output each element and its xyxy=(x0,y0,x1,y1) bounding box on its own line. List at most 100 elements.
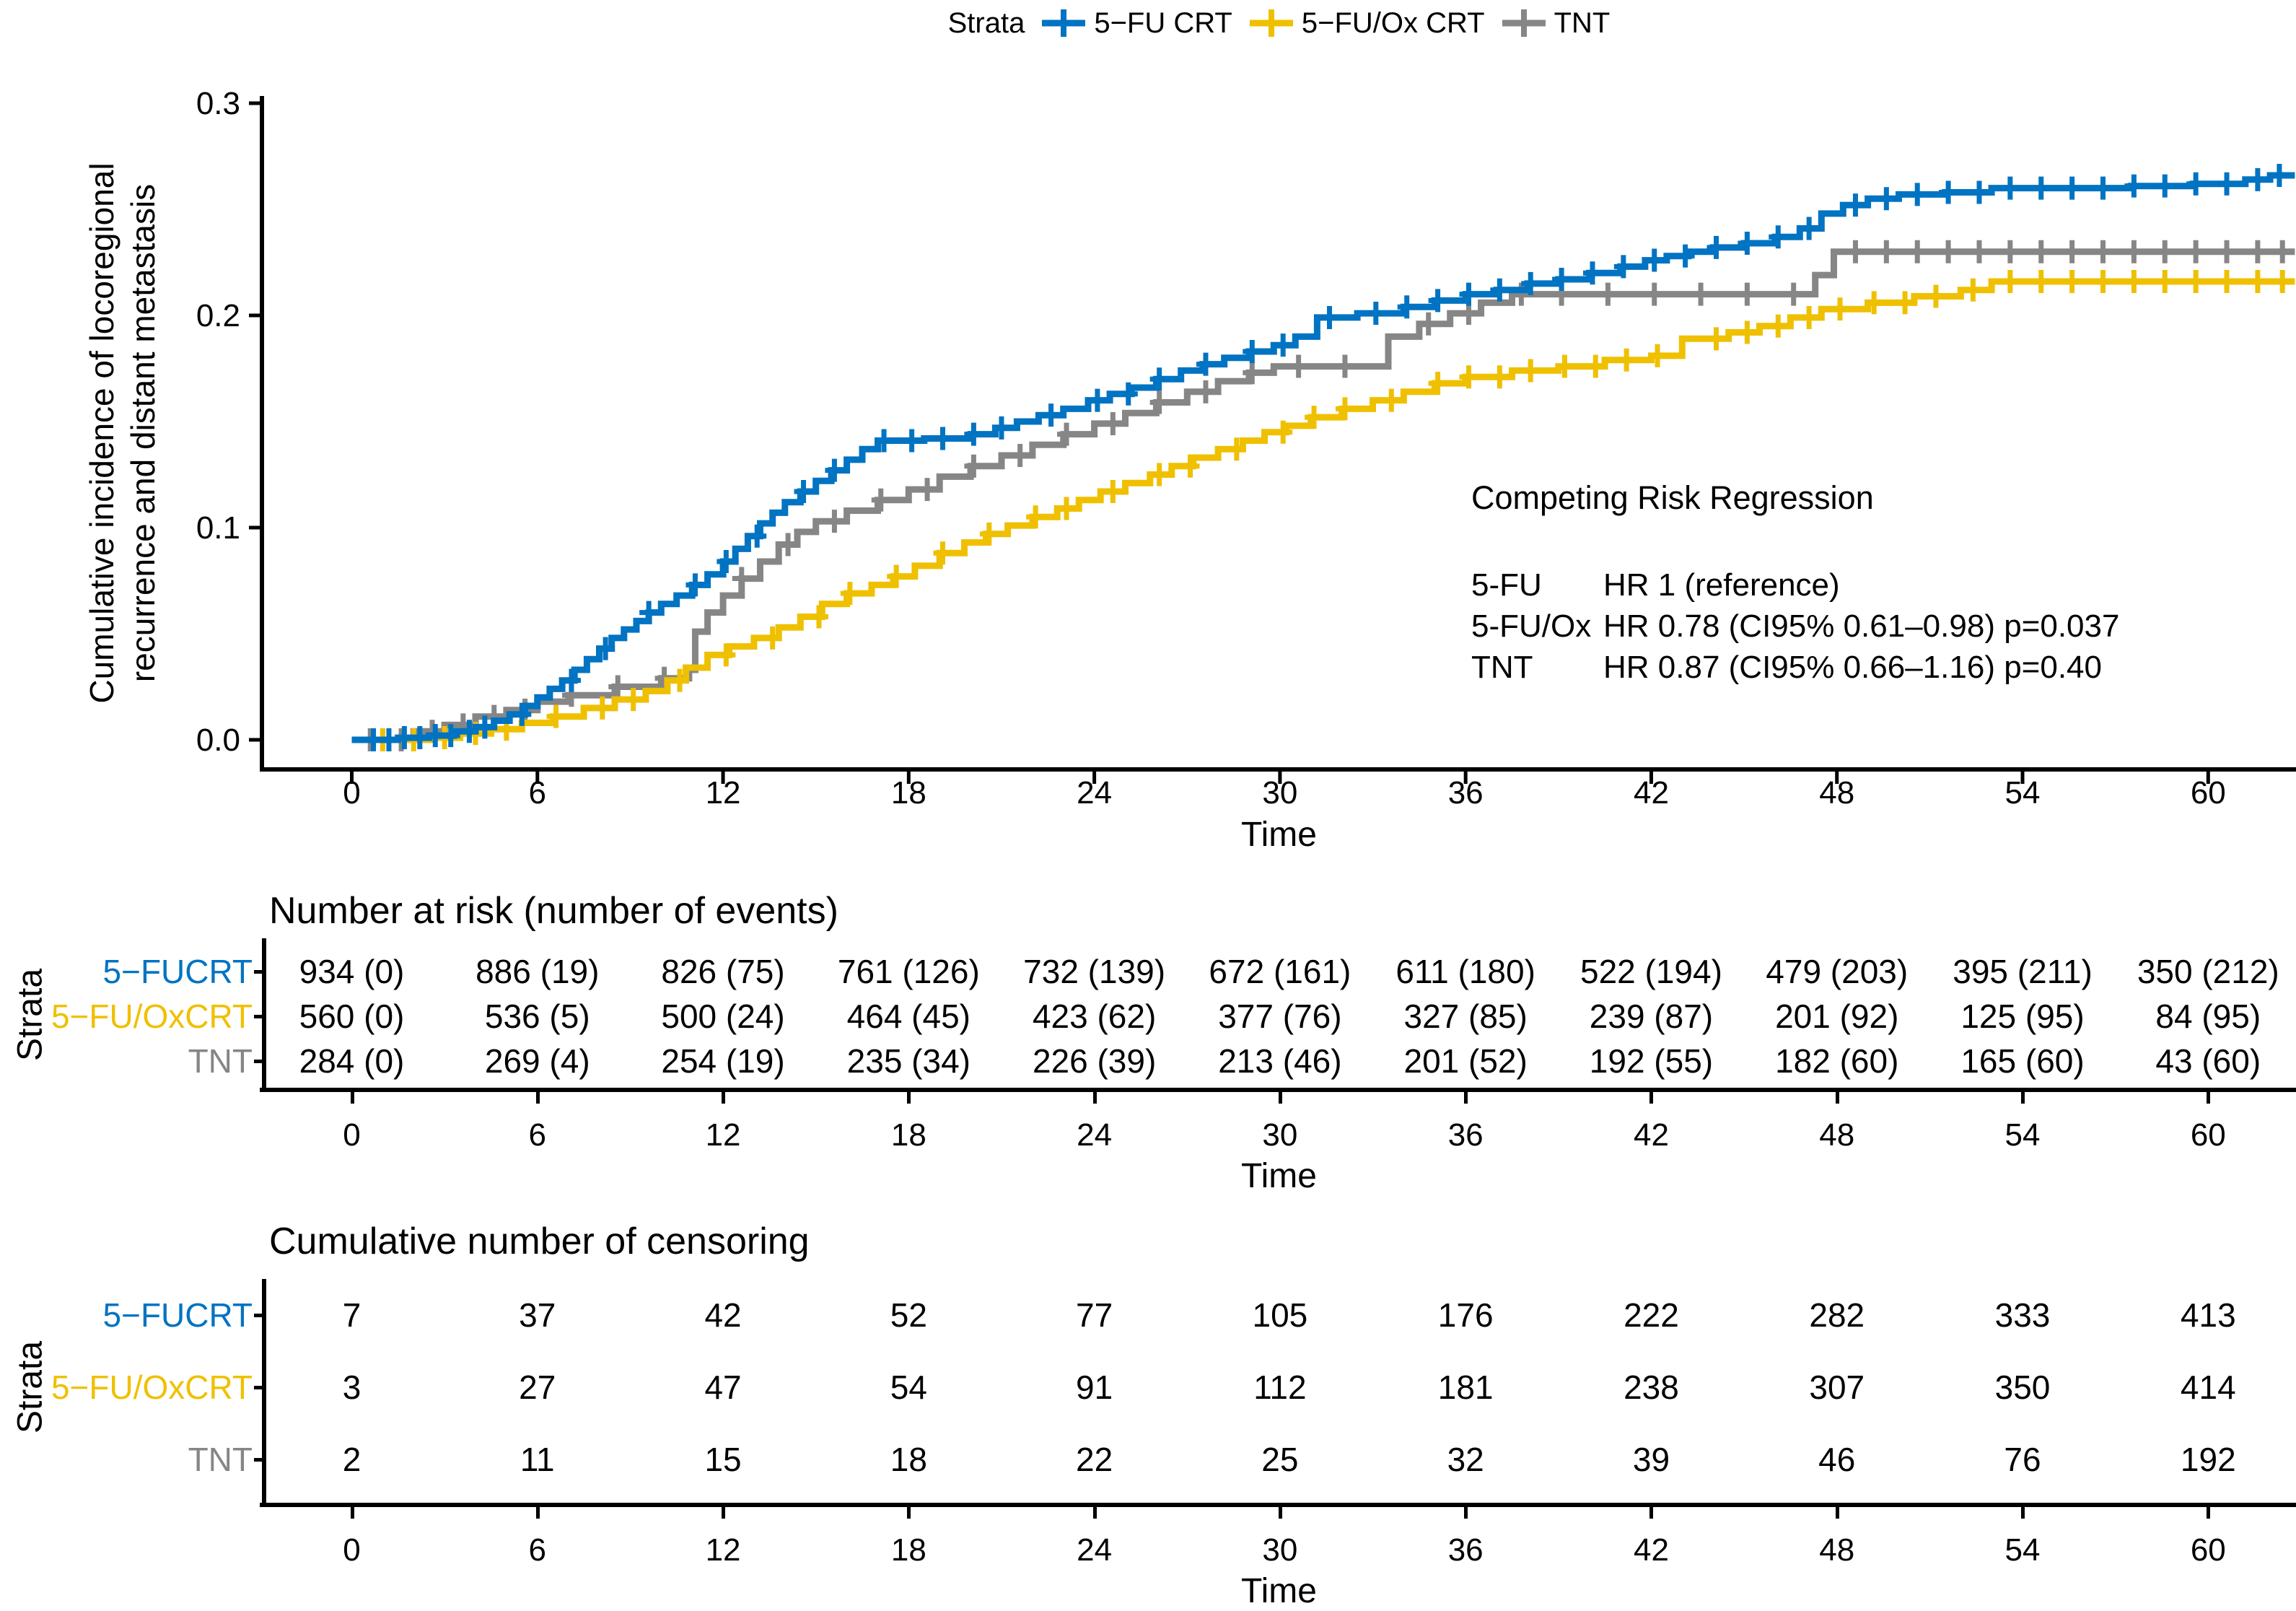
x-tick-label: 36 xyxy=(1448,775,1484,811)
table-x-tick-label: 42 xyxy=(1633,1117,1669,1153)
table-x-tick xyxy=(1464,1092,1468,1104)
table-cell: 307 xyxy=(1809,1368,1865,1406)
table-x-tick xyxy=(1835,1092,1839,1104)
table-x-tick xyxy=(907,1092,911,1104)
table-cell: 105 xyxy=(1252,1296,1308,1334)
table-cell: 15 xyxy=(704,1441,742,1478)
table-row-label: 5−FUCRT xyxy=(102,953,253,990)
annotation-row-5fu: 5-FU HR 1 (reference) xyxy=(1471,564,2119,606)
table-cell: 77 xyxy=(1076,1296,1113,1334)
table-cell: 235 (34) xyxy=(846,1042,970,1080)
legend-item-label: 5−FU/Ox CRT xyxy=(1301,6,1485,39)
table-cell: 611 (180) xyxy=(1395,953,1535,990)
line-plus-key-icon xyxy=(1249,9,1293,37)
table-x-tick-label: 6 xyxy=(528,1532,547,1568)
legend-item-5fuox-crt: 5−FU/Ox CRT xyxy=(1248,6,1485,40)
x-tick-label: 60 xyxy=(2191,775,2226,811)
table-x-tick xyxy=(1649,1507,1654,1519)
table-cell: 192 (55) xyxy=(1589,1042,1714,1080)
table-x-tick xyxy=(1278,1507,1282,1519)
table-cell: 2 xyxy=(342,1441,362,1478)
table-x-axis-line xyxy=(260,1503,2296,1507)
table-cell: 761 (126) xyxy=(837,953,980,990)
x-tick-label: 0 xyxy=(343,775,360,811)
table-cell: 350 (212) xyxy=(2137,953,2279,990)
annotation-hr: HR 0.87 (CI95% 0.66–1.16) p=0.40 xyxy=(1603,649,2103,685)
table-cell: 886 (19) xyxy=(476,953,600,990)
table-cell: 732 (139) xyxy=(1023,953,1166,990)
table-x-tick xyxy=(350,1507,354,1519)
x-tick-label: 18 xyxy=(891,775,926,811)
annotation-hr: HR 1 (reference) xyxy=(1603,567,1840,603)
table-cell: 27 xyxy=(519,1368,556,1406)
table-cell: 76 xyxy=(2004,1441,2041,1478)
table-cell: 192 xyxy=(2180,1441,2236,1478)
table-cell: 226 (39) xyxy=(1032,1042,1157,1080)
table-x-tick xyxy=(907,1507,911,1519)
table-cell: 414 xyxy=(2180,1368,2236,1406)
table-cell: 479 (203) xyxy=(1766,953,1909,990)
table-cell: 84 (95) xyxy=(2155,997,2261,1035)
table-x-tick-label: 48 xyxy=(1819,1532,1855,1568)
table-cell: 269 (4) xyxy=(484,1042,590,1080)
annotation-row-tnt: TNT HR 0.87 (CI95% 0.66–1.16) p=0.40 xyxy=(1471,647,2119,688)
table-x-tick xyxy=(2207,1507,2211,1519)
annotation-title: Competing Risk Regression xyxy=(1471,479,1874,516)
table-cell: 254 (19) xyxy=(661,1042,785,1080)
table-cell: 42 xyxy=(704,1296,742,1334)
row-tick xyxy=(254,1314,262,1317)
table-cell: 213 (46) xyxy=(1218,1042,1342,1080)
cumulative-incidence-plot: 0.0 0.1 0.2 0.3 0 6 12 18 24 30 36 42 48 54 60 Time xyxy=(196,86,2296,854)
table-cell: 536 (5) xyxy=(484,997,590,1035)
table-cell: 32 xyxy=(1447,1441,1484,1478)
table-x-tick-label: 6 xyxy=(528,1117,547,1153)
legend-item-5fu-crt: 5−FU CRT xyxy=(1040,6,1232,40)
table-x-tick-label: 0 xyxy=(343,1117,361,1153)
table-cell: 11 xyxy=(520,1441,555,1478)
table-cell: 522 (194) xyxy=(1579,953,1722,990)
legend-item-label: 5−FU CRT xyxy=(1094,6,1232,39)
table-cell: 201 (92) xyxy=(1775,997,1899,1035)
table-cell: 464 (45) xyxy=(846,997,970,1035)
table-cell: 934 (0) xyxy=(299,953,405,990)
y-tick-label: 0.1 xyxy=(196,510,240,546)
table-cell: 500 (24) xyxy=(661,997,785,1035)
line-plus-key-icon xyxy=(1042,9,1086,37)
x-tick-label: 6 xyxy=(529,775,546,811)
table-row-label: 5−FU/OxCRT xyxy=(51,1368,253,1406)
risk-table-title: Number at risk (number of events) xyxy=(269,890,838,932)
table-x-tick xyxy=(1464,1507,1468,1519)
annotation-row-5fuox: 5-FU/Ox HR 0.78 (CI95% 0.61–0.98) p=0.03… xyxy=(1471,606,2119,647)
table-cell: 239 (87) xyxy=(1589,997,1714,1035)
table-x-tick-label: 12 xyxy=(705,1117,741,1153)
table-y-axis-line xyxy=(262,938,266,1088)
table-row-label: TNT xyxy=(188,1042,253,1080)
row-tick xyxy=(254,1386,262,1389)
annotation-strata: TNT xyxy=(1471,649,1533,685)
table-x-tick xyxy=(535,1507,540,1519)
table-cell: 46 xyxy=(1818,1441,1856,1478)
table-x-tick-label: 24 xyxy=(1077,1117,1113,1153)
table-cell: 333 xyxy=(1994,1296,2051,1334)
table-cell: 201 (52) xyxy=(1403,1042,1528,1080)
table-x-axis-line xyxy=(260,1088,2296,1092)
table-cell: 3 xyxy=(342,1368,362,1406)
table-cell: 165 (60) xyxy=(1960,1042,2085,1080)
table-x-tick xyxy=(1092,1092,1097,1104)
table-cell: 125 (95) xyxy=(1960,997,2085,1035)
table-cell: 672 (161) xyxy=(1209,953,1351,990)
table-y-axis-line xyxy=(262,1279,266,1503)
table-x-tick xyxy=(1649,1092,1654,1104)
table-cell: 54 xyxy=(890,1368,927,1406)
table-cell: 37 xyxy=(519,1296,556,1334)
x-tick-label: 54 xyxy=(2005,775,2041,811)
table-cell: 182 (60) xyxy=(1775,1042,1899,1080)
x-tick-label: 30 xyxy=(1262,775,1297,811)
table-row-label: 5−FU/OxCRT xyxy=(51,997,253,1035)
table-x-tick-label: 30 xyxy=(1262,1532,1298,1568)
table-x-tick xyxy=(2207,1092,2211,1104)
table-x-tick xyxy=(1835,1507,1839,1519)
table-cell: 238 xyxy=(1624,1368,1679,1406)
table-x-tick-label: 36 xyxy=(1447,1117,1484,1153)
table-x-tick xyxy=(722,1507,726,1519)
